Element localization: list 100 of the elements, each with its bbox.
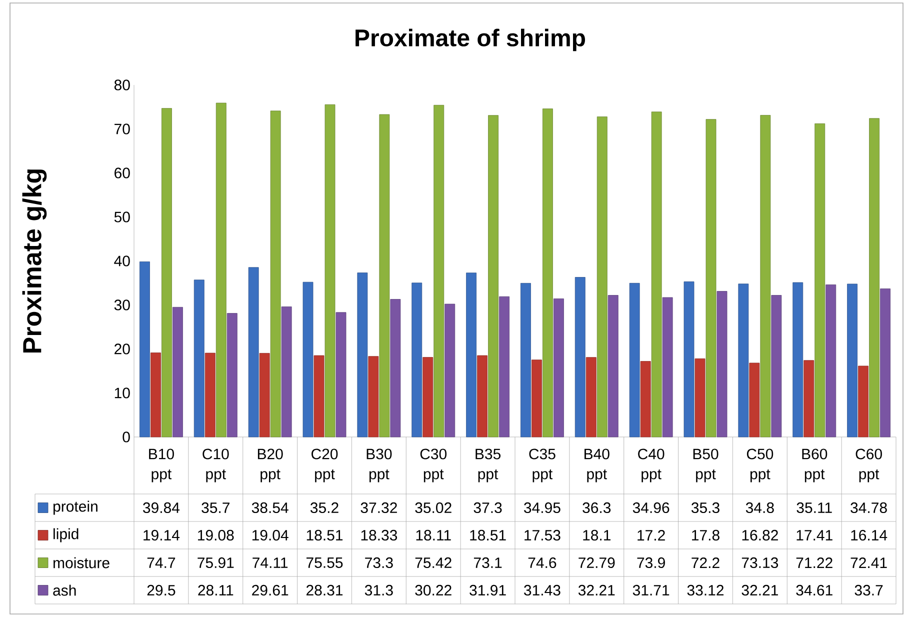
bar bbox=[368, 356, 379, 438]
x-tick-label: B20 ppt bbox=[258, 448, 283, 482]
data-label: 29.61 bbox=[252, 584, 288, 596]
y-tick-label: 60 bbox=[114, 168, 130, 178]
data-label: 18.51 bbox=[306, 530, 343, 541]
data-label: 32.21 bbox=[578, 584, 615, 596]
bar bbox=[651, 112, 662, 438]
bar bbox=[804, 360, 814, 438]
bar bbox=[302, 282, 314, 438]
bar bbox=[488, 115, 498, 438]
bar bbox=[771, 295, 782, 438]
bar bbox=[662, 297, 673, 438]
data-label: 35.02 bbox=[415, 502, 452, 514]
bar bbox=[204, 352, 216, 438]
data-label: 17.53 bbox=[524, 530, 560, 541]
data-label: 35.7 bbox=[202, 502, 230, 514]
y-tick-label: 70 bbox=[114, 124, 130, 134]
data-label: 18.51 bbox=[470, 530, 506, 541]
bar bbox=[172, 306, 183, 438]
x-tick-label: C20 ppt bbox=[312, 448, 338, 482]
x-tick-label: B35 ppt bbox=[476, 448, 501, 482]
bar bbox=[814, 123, 826, 438]
data-label: 71.22 bbox=[796, 557, 832, 568]
bar bbox=[858, 366, 868, 438]
y-tick-label: 20 bbox=[114, 344, 130, 354]
bar bbox=[542, 108, 553, 438]
bar bbox=[434, 104, 444, 438]
y-tick-label: 40 bbox=[114, 256, 130, 266]
bar bbox=[586, 357, 596, 438]
bar bbox=[390, 299, 401, 438]
data-label: 33.12 bbox=[687, 584, 724, 596]
data-label: 73.13 bbox=[742, 557, 778, 568]
x-tick-label: B60 ppt bbox=[802, 448, 828, 482]
data-label: 31.71 bbox=[632, 584, 670, 596]
legend-label: ash bbox=[53, 584, 76, 596]
bar bbox=[847, 284, 858, 438]
y-tick-label: 0 bbox=[122, 432, 130, 442]
y-axis-title: Proximate g/kg bbox=[22, 170, 47, 352]
bar bbox=[554, 298, 564, 438]
bar bbox=[716, 291, 728, 438]
bar bbox=[574, 277, 586, 438]
bar bbox=[412, 282, 422, 438]
bar bbox=[684, 281, 694, 438]
legend-label: lipid bbox=[54, 528, 78, 542]
bar bbox=[162, 108, 172, 438]
data-label: 17.2 bbox=[638, 530, 665, 540]
legend-label: protein bbox=[54, 500, 98, 515]
data-label: 18.1 bbox=[583, 530, 611, 541]
bar bbox=[640, 361, 651, 438]
bar bbox=[629, 282, 640, 438]
data-label: 31.91 bbox=[470, 584, 506, 596]
data-label: 74.7 bbox=[147, 558, 176, 568]
bar bbox=[140, 261, 150, 438]
bar bbox=[477, 355, 488, 438]
data-label: 32.21 bbox=[742, 584, 778, 596]
data-label: 33.7 bbox=[854, 584, 883, 596]
data-label: 37.3 bbox=[474, 502, 502, 514]
bar bbox=[596, 116, 608, 438]
x-tick-label: C10 ppt bbox=[202, 448, 229, 482]
data-label: 19.08 bbox=[198, 530, 234, 541]
data-label: 34.96 bbox=[632, 502, 670, 514]
bar bbox=[738, 284, 749, 438]
bar bbox=[466, 272, 476, 438]
data-label: 39.84 bbox=[143, 502, 180, 514]
bar bbox=[324, 104, 336, 438]
data-label: 72.41 bbox=[850, 557, 887, 568]
data-label: 18.33 bbox=[361, 530, 398, 541]
data-label: 73.1 bbox=[474, 557, 502, 568]
bar bbox=[270, 110, 281, 438]
data-label: 29.5 bbox=[147, 584, 176, 596]
bar bbox=[706, 119, 716, 438]
bar bbox=[880, 288, 890, 438]
data-label: 35.3 bbox=[691, 502, 720, 514]
chart-title: Proximate of shrimp bbox=[356, 28, 586, 52]
data-label: 17.41 bbox=[796, 530, 832, 540]
x-tick-label: B10 ppt bbox=[149, 448, 174, 482]
data-label: 19.14 bbox=[144, 530, 180, 541]
bar bbox=[194, 280, 204, 438]
bar bbox=[444, 304, 456, 438]
bar bbox=[150, 352, 161, 438]
data-label: 17.8 bbox=[692, 530, 720, 541]
data-label: 38.54 bbox=[252, 502, 288, 514]
data-label: 73.3 bbox=[365, 557, 393, 568]
bar bbox=[869, 118, 880, 438]
data-label: 37.32 bbox=[360, 502, 397, 514]
data-label: 72.79 bbox=[578, 557, 615, 568]
data-label: 75.55 bbox=[306, 558, 343, 568]
bar bbox=[379, 114, 390, 438]
bar bbox=[248, 267, 259, 438]
bar bbox=[792, 282, 804, 438]
data-label: 16.14 bbox=[851, 530, 888, 541]
x-tick-label: C50 ppt bbox=[746, 448, 774, 482]
data-label: 34.61 bbox=[796, 584, 832, 596]
data-label: 16.82 bbox=[742, 530, 778, 541]
y-tick-label: 50 bbox=[114, 212, 130, 222]
bar bbox=[749, 362, 760, 438]
legend-label: moisture bbox=[54, 557, 110, 568]
bar bbox=[826, 284, 836, 438]
data-label: 19.04 bbox=[252, 530, 288, 541]
y-tick-label: 10 bbox=[114, 388, 130, 398]
